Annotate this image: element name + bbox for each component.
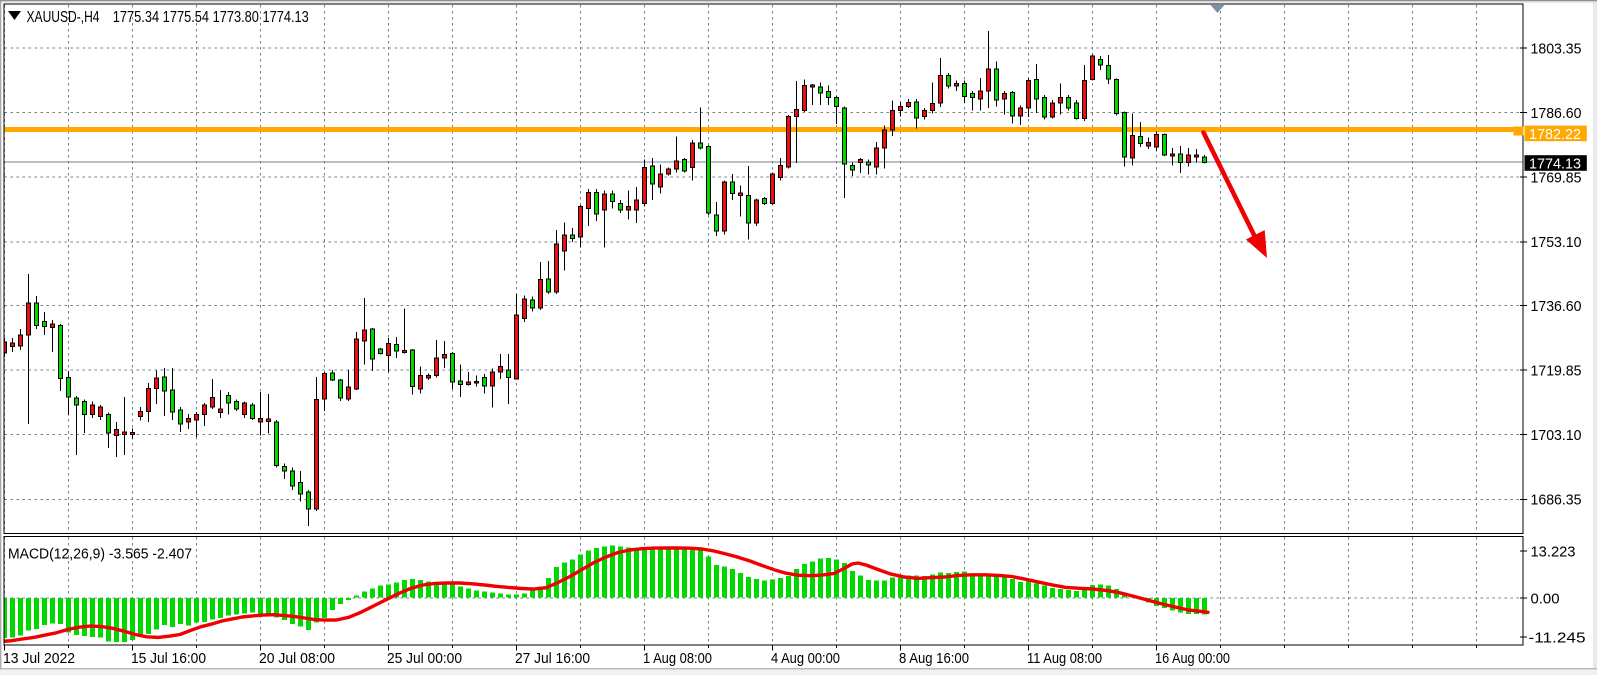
svg-text:1775.34 1775.54 1773.80 1774.1: 1775.34 1775.54 1773.80 1774.13 xyxy=(113,9,309,26)
svg-text:20 Jul 08:00: 20 Jul 08:00 xyxy=(259,650,335,667)
svg-text:1774.13: 1774.13 xyxy=(1529,155,1581,172)
svg-text:1753.10: 1753.10 xyxy=(1531,234,1582,251)
svg-text:13 Jul 2022: 13 Jul 2022 xyxy=(3,650,75,667)
svg-text:15 Jul 16:00: 15 Jul 16:00 xyxy=(131,650,206,667)
svg-text:XAUUSD-,H4: XAUUSD-,H4 xyxy=(27,9,100,26)
svg-text:27 Jul 16:00: 27 Jul 16:00 xyxy=(515,650,590,667)
svg-text:1703.10: 1703.10 xyxy=(1531,427,1582,444)
svg-text:13.223: 13.223 xyxy=(1531,543,1576,560)
svg-text:8 Aug 16:00: 8 Aug 16:00 xyxy=(899,650,969,667)
svg-text:11 Aug 08:00: 11 Aug 08:00 xyxy=(1027,650,1102,667)
svg-text:1736.60: 1736.60 xyxy=(1531,298,1582,315)
svg-text:25 Jul 00:00: 25 Jul 00:00 xyxy=(387,650,462,667)
svg-text:0.00: 0.00 xyxy=(1531,590,1560,607)
svg-text:MACD(12,26,9) -3.565 -2.407: MACD(12,26,9) -3.565 -2.407 xyxy=(8,546,192,563)
svg-text:1769.85: 1769.85 xyxy=(1531,170,1582,187)
svg-text:1782.22: 1782.22 xyxy=(1529,126,1581,143)
svg-text:4 Aug 00:00: 4 Aug 00:00 xyxy=(771,650,840,667)
svg-text:1 Aug 08:00: 1 Aug 08:00 xyxy=(643,650,712,667)
svg-text:1786.60: 1786.60 xyxy=(1531,105,1582,122)
svg-text:-11.245: -11.245 xyxy=(1529,629,1586,646)
svg-text:1719.85: 1719.85 xyxy=(1531,362,1582,379)
svg-text:16 Aug 00:00: 16 Aug 00:00 xyxy=(1155,650,1230,667)
svg-text:1686.35: 1686.35 xyxy=(1531,492,1582,509)
svg-text:1803.35: 1803.35 xyxy=(1531,40,1582,57)
